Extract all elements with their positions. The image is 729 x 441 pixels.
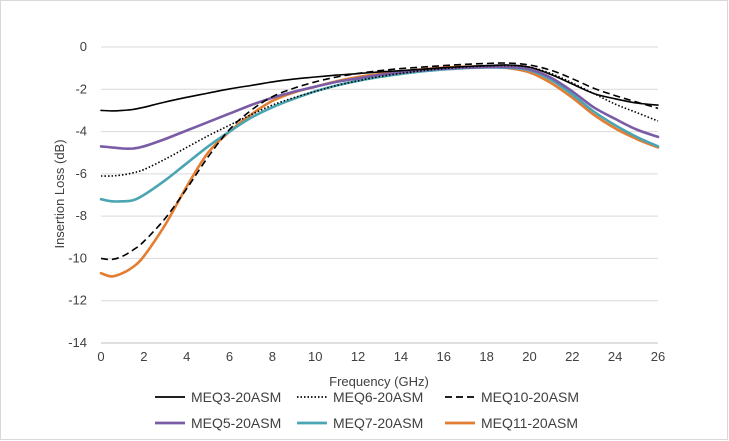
y-tick-label: -14: [68, 335, 87, 350]
series-lines: [99, 62, 660, 278]
x-tick-label: 20: [522, 349, 536, 364]
legend-label: MEQ5-20ASM: [191, 415, 281, 431]
y-tick-label: -2: [75, 81, 87, 96]
x-tick-label: 12: [351, 349, 365, 364]
y-tick-label: -6: [75, 166, 87, 181]
x-tick-label: 22: [565, 349, 579, 364]
x-tick-label: 26: [651, 349, 665, 364]
x-tick-label: 8: [269, 349, 276, 364]
y-tick-labels: 0 -2 -4 -6 -8 -10 -12 -14: [68, 39, 87, 350]
x-tick-label: 2: [140, 349, 147, 364]
y-tick-label: -4: [75, 124, 87, 139]
legend: MEQ3-20ASM MEQ6-20ASM MEQ10-20ASM MEQ5-20AS…: [155, 389, 579, 431]
legend-label: MEQ7-20ASM: [333, 415, 423, 431]
y-tick-label: 0: [80, 39, 87, 54]
series-line-meq6-20asm: [100, 64, 659, 177]
legend-label: MEQ11-20ASM: [481, 415, 578, 431]
y-tick-label: -12: [68, 293, 87, 308]
x-tick-label: 0: [97, 349, 104, 364]
series-line-meq3-20asm: [100, 64, 659, 112]
x-tick-label: 6: [226, 349, 233, 364]
x-tick-labels: 0 2 4 6 8 10 12 14 16 18 20 22 24 26: [97, 349, 665, 364]
y-tick-label: -10: [68, 250, 87, 265]
x-tick-label: 16: [437, 349, 451, 364]
y-tick-label: -8: [75, 208, 87, 223]
legend-label: MEQ3-20ASM: [191, 389, 281, 405]
legend-label: MEQ10-20ASM: [481, 389, 579, 405]
y-axis-title: Insertion Loss (dB): [52, 139, 67, 248]
x-tick-label: 24: [608, 349, 622, 364]
series-line-meq7-20asm: [99, 66, 660, 203]
series-line-meq5-20asm: [99, 65, 660, 150]
x-tick-label: 10: [308, 349, 322, 364]
x-tick-label: 14: [394, 349, 408, 364]
legend-label: MEQ6-20ASM: [333, 389, 423, 405]
x-axis-title: Frequency (GHz): [329, 374, 429, 389]
x-tick-label: 18: [479, 349, 493, 364]
x-tick-label: 4: [183, 349, 190, 364]
